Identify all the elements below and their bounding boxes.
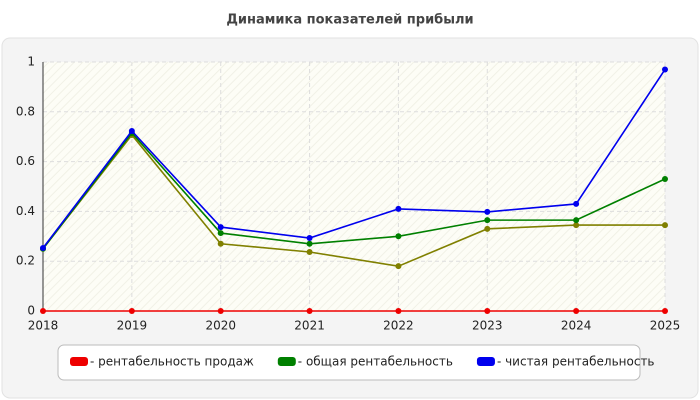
series-line — [42, 131, 666, 250]
point — [484, 217, 491, 224]
legend-swatch — [277, 357, 296, 366]
legend-swatch — [70, 357, 88, 366]
legend-label: - рентабельность продаж — [90, 355, 254, 369]
point — [662, 308, 668, 314]
x-tick-label: 2023 — [472, 319, 503, 333]
point — [395, 205, 402, 212]
point — [128, 127, 135, 134]
point — [484, 225, 491, 232]
x-tick-label: 2021 — [294, 319, 325, 333]
point — [217, 224, 224, 231]
plot-hatch — [43, 62, 665, 311]
x-tick-label: 2022 — [383, 319, 414, 333]
point — [217, 308, 224, 314]
point — [306, 240, 313, 247]
legend-label: - общая рентабельность — [298, 355, 453, 369]
point — [395, 263, 402, 270]
point — [662, 176, 668, 183]
y-tick-label: 1 — [27, 55, 35, 69]
x-tick-label: 2019 — [117, 319, 148, 333]
point — [306, 235, 313, 242]
y-tick-label: 0 — [27, 304, 35, 318]
point — [217, 230, 224, 237]
series-line — [42, 133, 665, 268]
x-tick-label: 2020 — [205, 319, 236, 333]
point — [128, 308, 135, 314]
point — [306, 248, 313, 255]
x-tick-label: 2024 — [561, 319, 592, 333]
x-tick-label: 2025 — [650, 319, 681, 333]
point — [573, 200, 580, 207]
point — [395, 308, 402, 314]
y-tick-label: 0.8 — [16, 104, 35, 118]
point — [306, 308, 313, 314]
series-line — [42, 69, 666, 249]
legend-swatch — [476, 357, 495, 366]
point — [573, 217, 580, 224]
point — [395, 233, 402, 240]
point — [217, 240, 224, 247]
point — [40, 245, 46, 252]
y-tick-label: 0.4 — [16, 204, 35, 218]
x-tick-label: 2018 — [28, 319, 59, 333]
point — [662, 66, 668, 73]
legend-label: - чистая рентабельность — [497, 355, 655, 369]
point — [484, 308, 491, 314]
point — [573, 222, 580, 229]
legend — [57, 344, 641, 381]
point — [40, 308, 46, 314]
chart-title: Динамика показателей прибыли — [226, 13, 473, 28]
y-tick-label: 0.6 — [16, 154, 35, 168]
point — [484, 208, 491, 215]
point — [662, 222, 668, 229]
point — [573, 308, 580, 314]
y-tick-label: 0.2 — [16, 254, 35, 268]
